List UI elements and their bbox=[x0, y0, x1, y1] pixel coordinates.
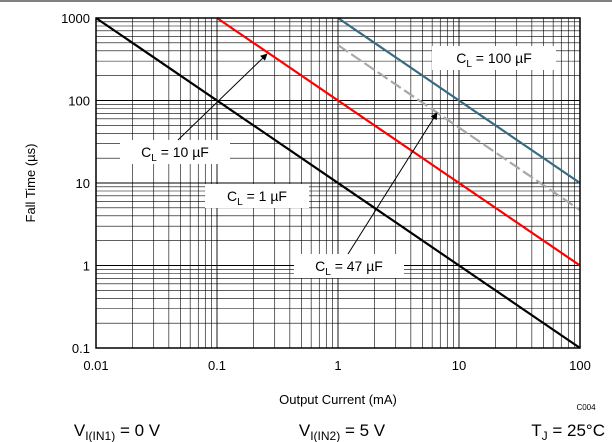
series-line-3 bbox=[337, 44, 581, 212]
x-tick-label: 10 bbox=[452, 358, 466, 373]
x-tick-label: 0.01 bbox=[83, 358, 108, 373]
annotation-box-cl1 bbox=[205, 184, 309, 208]
annotation-box-cl100 bbox=[432, 46, 556, 70]
annotation-box-cl47 bbox=[294, 254, 404, 278]
plot-frame bbox=[95, 17, 581, 349]
annotation-label-cl47: CL = 47 µF bbox=[315, 258, 383, 278]
test-conditions: VI(IN1) = 0 V VI(IN2) = 5 V TJ = 25°C bbox=[74, 421, 605, 442]
condition-1: VI(IN1) = 0 V bbox=[74, 421, 161, 442]
y-tick-label: 1000 bbox=[61, 11, 90, 26]
condition-2: VI(IN2) = 5 V bbox=[299, 421, 386, 442]
annotation-box-cl10 bbox=[120, 140, 230, 164]
tick-labels: 0.01 0.1 1 10 100 0.1 1 10 100 1000 bbox=[61, 11, 591, 373]
annotation-arrow-cl47 bbox=[347, 112, 438, 255]
annotation-label-cl100: CL = 100 µF bbox=[456, 50, 532, 70]
y-tick-label: 10 bbox=[76, 176, 90, 191]
y-tick-label: 1 bbox=[83, 259, 90, 274]
series-line-2 bbox=[216, 17, 581, 267]
annotation-label-cl10: CL = 10 µF bbox=[141, 144, 209, 164]
series-line-4 bbox=[337, 17, 581, 184]
series-lines bbox=[95, 17, 581, 349]
x-tick-label: 100 bbox=[569, 358, 591, 373]
annotations: CL = 1 µF CL = 10 µF CL = 47 µF CL = 100 µF bbox=[120, 46, 556, 278]
y-tick-label: 100 bbox=[68, 94, 90, 109]
y-tick-label: 0.1 bbox=[72, 341, 90, 356]
y-axis-label: Fall Time (µs) bbox=[23, 144, 38, 223]
x-tick-label: 0.1 bbox=[208, 358, 226, 373]
annotation-label-cl1: CL = 1 µF bbox=[227, 188, 287, 208]
x-tick-label: 1 bbox=[334, 358, 341, 373]
figure-code: C004 bbox=[576, 403, 596, 412]
x-axis-label: Output Current (mA) bbox=[279, 392, 397, 407]
series-line-1 bbox=[95, 17, 581, 349]
annotation-arrow-cl10 bbox=[177, 53, 268, 141]
condition-3: TJ = 25°C bbox=[531, 421, 605, 442]
